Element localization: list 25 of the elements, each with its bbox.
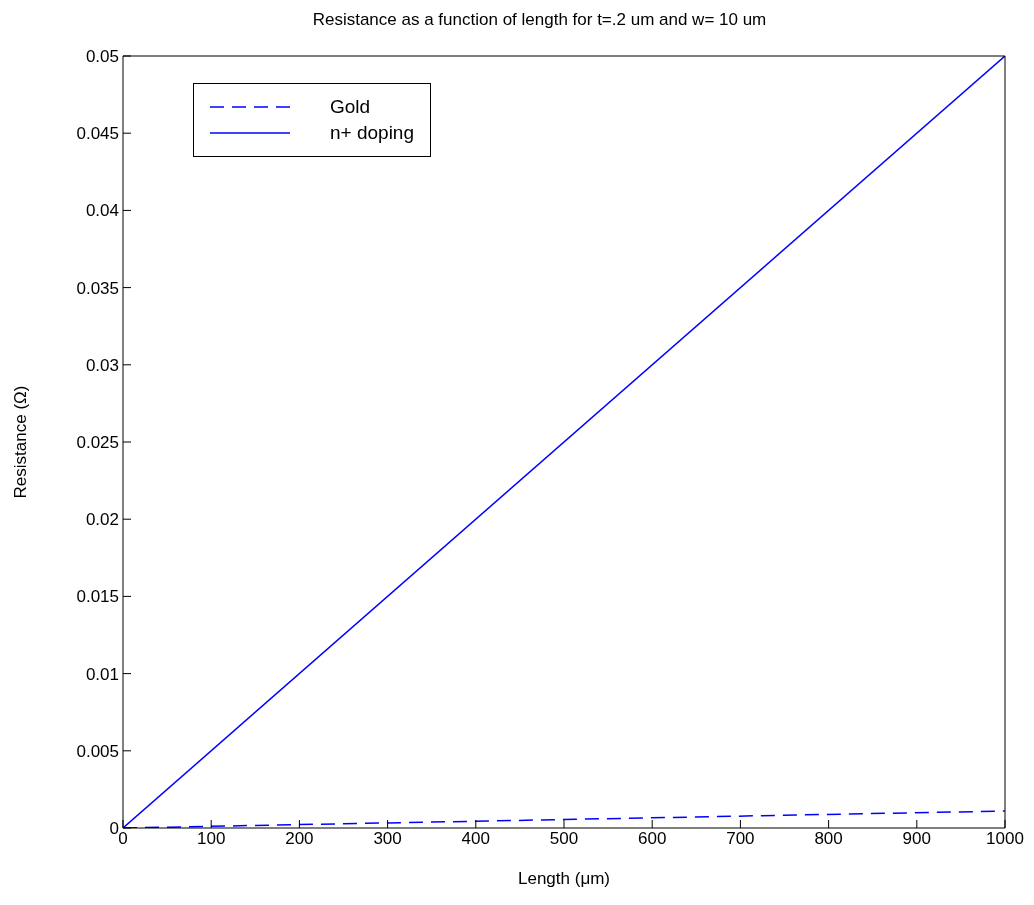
y-tick-label: 0.045 [76, 124, 119, 144]
y-tick-label: 0.05 [85, 47, 119, 67]
y-tick-label: 0.015 [76, 587, 119, 607]
x-tick-label: 600 [638, 829, 667, 849]
y-tick-label: 0.005 [76, 741, 119, 761]
y-tick-label: 0.01 [85, 664, 119, 684]
x-tick-label: 900 [902, 829, 931, 849]
x-tick-label: 1000 [986, 829, 1024, 849]
y-tick-label: 0.035 [76, 278, 119, 298]
x-tick-label: 800 [814, 829, 843, 849]
y-tick-label: 0.025 [76, 433, 119, 453]
y-axis-title: Resistance (Ω) [11, 385, 31, 499]
legend-label: Gold [330, 96, 371, 118]
x-tick-label: 700 [726, 829, 755, 849]
y-tick-label: 0.04 [85, 201, 119, 221]
legend-label: n+ doping [330, 122, 414, 144]
x-axis-title: Length (μm) [518, 869, 610, 888]
chart-title: Resistance as a function of length for t=.2 um and w= 10 um [311, 10, 768, 30]
x-tick-label: 400 [461, 829, 490, 849]
x-tick-label: 100 [197, 829, 226, 849]
y-tick-label: 0.03 [85, 355, 119, 375]
x-tick-label: 200 [285, 829, 314, 849]
x-tick-label: 500 [549, 829, 579, 849]
y-tick-label: 0.02 [85, 510, 119, 530]
x-tick-label: 300 [373, 829, 402, 849]
